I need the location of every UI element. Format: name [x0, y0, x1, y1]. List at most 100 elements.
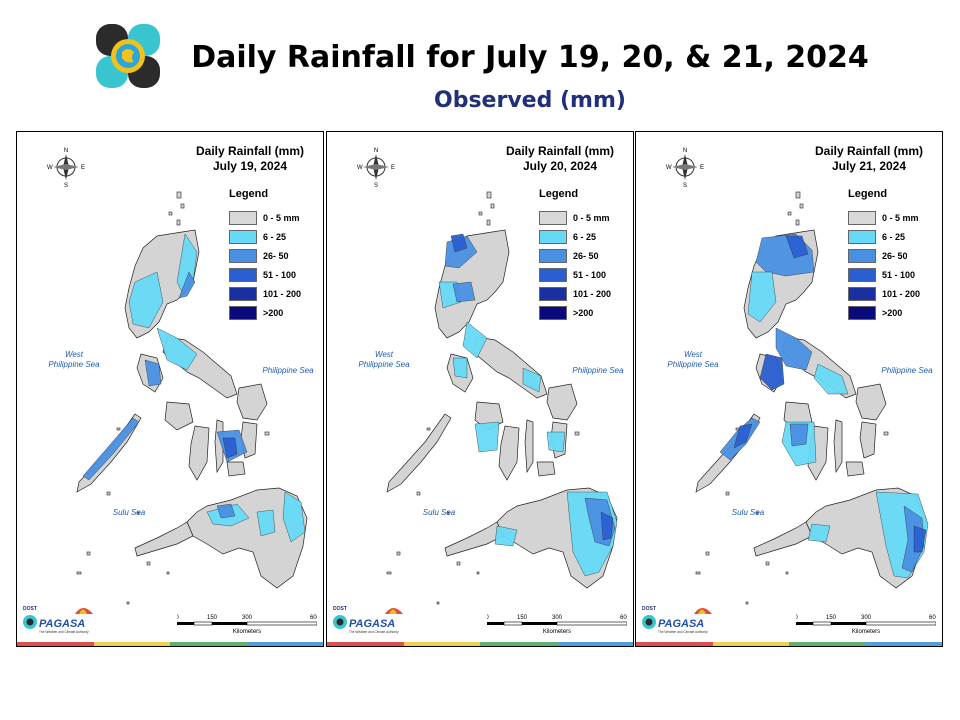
rainfall-zone — [494, 525, 518, 547]
scale-tick-300: 300 — [552, 615, 563, 621]
legend-item: 51 - 100 — [848, 265, 920, 284]
legend-item: 6 - 25 — [848, 227, 920, 246]
small-island — [264, 431, 270, 436]
scale-tick-600: 600 — [620, 615, 627, 621]
legend-item: >200 — [539, 303, 611, 322]
scale-bar: 0 150 300 600 Kilometers — [177, 615, 317, 635]
small-island — [168, 211, 173, 216]
legend-item: 0 - 5 mm — [539, 208, 611, 227]
compass-s: S — [374, 183, 378, 188]
legend-label: 51 - 100 — [263, 269, 297, 280]
rainfall-zone — [450, 233, 468, 253]
legend-item: 6 - 25 — [229, 227, 301, 246]
small-island — [446, 511, 450, 515]
footer-stripe — [170, 642, 247, 646]
island-palawan — [386, 413, 452, 493]
legend-item: >200 — [229, 303, 301, 322]
legend-swatch — [539, 305, 567, 320]
small-island — [725, 491, 730, 496]
legend-swatch — [539, 248, 567, 263]
rainfall-zone — [546, 431, 566, 453]
scale-bar: 0 150 300 600 Kilometers — [796, 615, 936, 635]
legend-swatch — [229, 248, 257, 263]
pagasa-logo: DOST PAGASA The Weather and Climate Auth… — [333, 606, 403, 634]
compass-n: N — [374, 148, 378, 154]
small-island — [476, 571, 480, 575]
legend-title: Legend — [539, 188, 579, 200]
island-zamboanga — [134, 521, 194, 557]
legend-item: 0 - 5 mm — [848, 208, 920, 227]
rainfall-zone — [282, 491, 306, 543]
compass-w: W — [357, 165, 363, 171]
legend-label: 101 - 200 — [573, 288, 612, 299]
compass-e: E — [81, 165, 85, 171]
scale-tick-300: 300 — [242, 615, 253, 621]
rainfall-map-panel-july-19: N S W E Daily Rainfall (mm) July 19, 202… — [16, 131, 324, 647]
compass-e: E — [391, 165, 395, 171]
rainfall-zone — [178, 271, 196, 299]
island-negros — [188, 425, 210, 481]
legend-label: 26- 50 — [882, 250, 908, 261]
rainfall-zone — [775, 327, 813, 371]
footer-color-stripes — [17, 642, 323, 646]
footer-stripe — [17, 642, 94, 646]
small-island — [126, 601, 130, 605]
small-island — [486, 191, 492, 199]
island-cebu — [833, 419, 843, 474]
sulu-sea-label: Sulu Sea — [422, 508, 456, 517]
legend-swatch — [539, 210, 567, 225]
legend-item: 101 - 200 — [539, 284, 611, 303]
rainfall-zone — [789, 423, 809, 447]
island-leyte — [859, 421, 877, 459]
footer-stripe — [556, 642, 633, 646]
compass-e: E — [700, 165, 704, 171]
rainfall-zone — [144, 359, 162, 387]
legend-label: 101 - 200 — [882, 288, 921, 299]
legend: 0 - 5 mm 6 - 25 26- 50 51 - 100 101 - 200 >20… — [848, 208, 920, 322]
sulu-sea-label: Sulu Sea — [731, 508, 765, 517]
small-island — [799, 203, 804, 209]
rainfall-zone — [216, 503, 236, 519]
small-island — [795, 219, 800, 226]
small-island — [785, 571, 789, 575]
legend-title: Legend — [848, 188, 888, 200]
legend-swatch — [848, 286, 876, 301]
legend-swatch — [229, 210, 257, 225]
panel-title-date: July 20, 2024 — [522, 159, 598, 173]
rainfall-zone — [913, 525, 927, 553]
scale-tick-0: 0 — [796, 615, 798, 621]
small-island — [745, 601, 749, 605]
panel-title: Daily Rainfall (mm) July 19, 2024 — [185, 144, 315, 174]
island-bohol — [226, 461, 246, 477]
panel-title-date: July 21, 2024 — [831, 159, 907, 173]
legend-swatch — [848, 229, 876, 244]
legend-swatch — [539, 286, 567, 301]
legend-label: >200 — [263, 307, 284, 318]
footer-stripe — [712, 642, 789, 646]
compass-n: N — [64, 148, 68, 154]
footer-stripe — [327, 642, 404, 646]
legend: 0 - 5 mm 6 - 25 26- 50 51 - 100 101 - 200 >20… — [229, 208, 301, 322]
legend-item: 26- 50 — [848, 246, 920, 265]
rainfall-zone — [474, 421, 500, 453]
rainfall-zone — [82, 417, 140, 481]
legend-label: 6 - 25 — [882, 231, 906, 242]
legend-swatch — [848, 267, 876, 282]
legend: 0 - 5 mm 6 - 25 26- 50 51 - 100 101 - 200 >20… — [539, 208, 611, 322]
rainfall-zone — [813, 363, 849, 395]
rainfall-zone — [222, 437, 238, 459]
small-island — [456, 561, 461, 566]
footer-stripe — [480, 642, 557, 646]
small-island — [695, 571, 701, 575]
scale-tick-300: 300 — [861, 615, 872, 621]
scale-tick-150: 150 — [826, 615, 837, 621]
west-philippine-sea-label: West Philippine Sea — [667, 350, 719, 369]
rainfall-zone — [747, 271, 777, 323]
rainfall-zone — [733, 423, 753, 449]
footer-stripe — [93, 642, 170, 646]
legend-swatch — [848, 305, 876, 320]
scale-tick-0: 0 — [487, 615, 489, 621]
small-island — [765, 561, 770, 566]
west-philippine-sea-label: West Philippine Sea — [48, 350, 100, 369]
panel-title-date: July 19, 2024 — [212, 159, 288, 173]
